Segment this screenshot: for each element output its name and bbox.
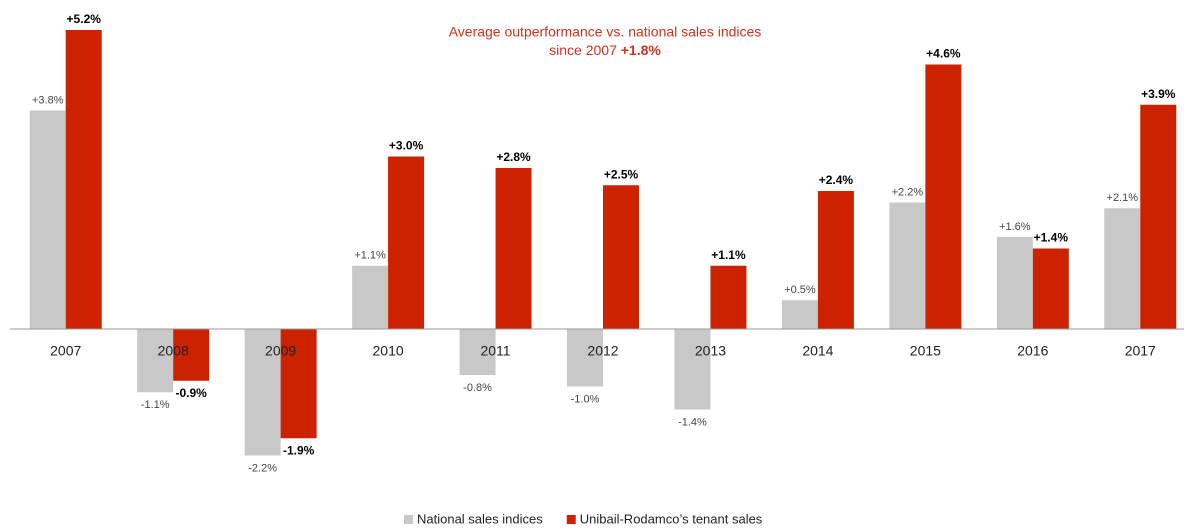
x-tick-label: 2008 <box>158 343 189 359</box>
data-label: +2.8% <box>496 150 531 164</box>
data-label: +4.6% <box>926 47 961 61</box>
chart-title: since 2007 <box>549 42 617 58</box>
bar <box>137 329 174 393</box>
bar <box>603 185 639 329</box>
data-label: -1.1% <box>141 399 170 411</box>
legend-label: National sales indices <box>417 511 543 526</box>
data-label: +2.2% <box>892 186 924 198</box>
bar <box>65 30 102 329</box>
data-label: -1.0% <box>571 393 600 405</box>
x-tick-label: 2009 <box>265 343 296 359</box>
legend-swatch <box>404 515 413 524</box>
chart-title: Average outperformance vs. national sale… <box>449 24 762 40</box>
data-label: +3.8% <box>32 94 64 106</box>
data-label: +3.0% <box>389 139 424 153</box>
data-label: +2.5% <box>604 167 639 181</box>
bar <box>567 329 603 387</box>
bar <box>674 329 711 410</box>
data-label: -0.8% <box>463 382 492 394</box>
bar <box>495 168 532 329</box>
data-label: +1.1% <box>354 250 386 262</box>
bar <box>996 237 1033 329</box>
x-tick-label: 2007 <box>50 343 81 359</box>
bar <box>1032 248 1069 329</box>
data-label: +5.2% <box>67 12 102 26</box>
data-label: +1.4% <box>1034 231 1069 245</box>
bar <box>244 329 281 456</box>
data-label: -0.9% <box>176 386 208 400</box>
data-label: +0.5% <box>784 284 816 296</box>
bar <box>459 329 496 375</box>
x-tick-label: 2017 <box>1125 343 1156 359</box>
bar <box>280 329 317 439</box>
chart-title: since 2007 +1.8% <box>549 42 661 58</box>
legend-swatch <box>566 515 576 524</box>
bar <box>781 300 818 329</box>
bar <box>1104 208 1141 329</box>
x-tick-label: 2010 <box>373 343 404 359</box>
bar <box>925 64 962 329</box>
bar <box>889 202 926 329</box>
data-label: -2.2% <box>248 462 277 474</box>
annotation: +1.8% <box>621 42 662 58</box>
data-label: +2.4% <box>819 173 854 187</box>
bar <box>388 156 425 329</box>
data-label: -1.4% <box>678 416 707 428</box>
bar <box>29 110 66 329</box>
x-tick-label: 2013 <box>695 343 726 359</box>
data-label: +3.9% <box>1141 87 1176 101</box>
legend-label: Unibail-Rodamco’s tenant sales <box>580 511 763 526</box>
bar <box>710 265 747 329</box>
data-label: +1.1% <box>711 248 746 262</box>
data-label: +2.1% <box>1107 192 1139 204</box>
data-label: +1.6% <box>999 221 1031 233</box>
x-tick-label: 2012 <box>587 343 618 359</box>
bar <box>352 265 389 329</box>
data-label: -1.9% <box>283 443 315 457</box>
x-tick-label: 2015 <box>910 343 941 359</box>
x-tick-label: 2016 <box>1017 343 1048 359</box>
x-tick-label: 2011 <box>480 343 510 359</box>
x-tick-label: 2014 <box>802 343 833 359</box>
bar <box>173 329 210 381</box>
bar <box>817 191 854 329</box>
bar <box>1140 104 1177 329</box>
